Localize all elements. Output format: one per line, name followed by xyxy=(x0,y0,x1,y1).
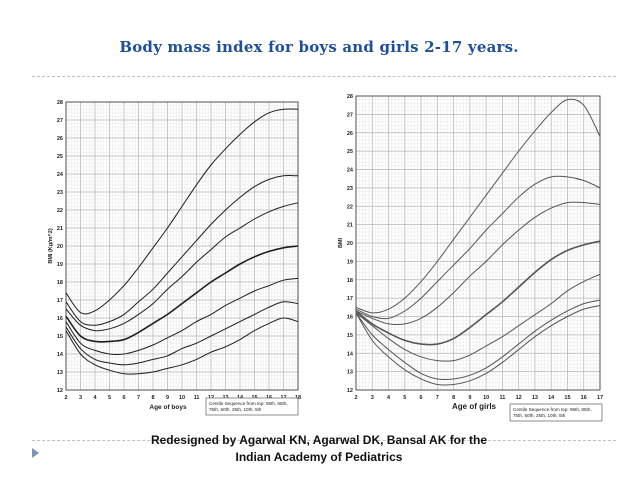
centile-legend-text-2: 75th, 50th, 25th, 10th, 5th xyxy=(513,413,566,418)
y-tick-label: 18 xyxy=(347,278,353,284)
y-axis-label: BMI xyxy=(338,237,344,248)
y-tick-label: 14 xyxy=(347,351,354,357)
centile-legend-box xyxy=(205,397,299,416)
y-tick-label: 13 xyxy=(57,370,63,376)
y-axis-label: BMI (Kg/m^2) xyxy=(48,228,54,263)
x-tick-label: 16 xyxy=(581,395,587,401)
centile-line-1 xyxy=(355,98,601,314)
y-tick-label: 15 xyxy=(57,334,63,340)
credit-line-1: Redesigned by Agarwal KN, Agarwal DK, Ba… xyxy=(150,433,488,447)
x-tick-label: 15 xyxy=(564,395,570,401)
centile-line-5 xyxy=(65,277,299,355)
centile-line-4 xyxy=(355,240,601,346)
y-tick-label: 23 xyxy=(57,190,63,196)
y-tick-label: 19 xyxy=(57,262,63,268)
y-tick-label: 16 xyxy=(347,315,353,321)
y-tick-label: 13 xyxy=(347,370,353,376)
bullet-triangle-icon xyxy=(32,448,39,458)
y-tick-label: 24 xyxy=(57,172,64,178)
y-tick-label: 12 xyxy=(347,388,353,394)
x-tick-label: 7 xyxy=(137,395,140,401)
slide-title: Body mass index for boys and girls 2-17 … xyxy=(119,38,519,56)
y-tick-label: 21 xyxy=(57,226,63,232)
y-tick-label: 23 xyxy=(347,186,353,192)
centile-line-7 xyxy=(65,317,299,375)
centile-curves xyxy=(65,108,299,375)
x-tick-label: 13 xyxy=(532,395,538,401)
centile-line-1 xyxy=(65,108,299,315)
y-tick-label: 16 xyxy=(57,316,63,322)
centile-line-2 xyxy=(65,175,299,326)
centile-line-6 xyxy=(65,301,299,366)
x-tick-label: 4 xyxy=(387,395,391,401)
y-tick-label: 25 xyxy=(347,149,353,155)
plot-frame xyxy=(355,95,601,391)
y-tick-label: 26 xyxy=(57,136,63,142)
centile-legend-text-1: Centile Sequence from top: 95th, 85th, xyxy=(513,407,592,412)
x-tick-label: 17 xyxy=(597,395,603,401)
x-tick-label: 5 xyxy=(403,395,406,401)
x-tick-label: 6 xyxy=(420,395,423,401)
y-tick-label: 22 xyxy=(347,204,353,210)
x-tick-label: 10 xyxy=(179,395,185,401)
x-tick-label: 5 xyxy=(108,395,111,401)
centile-line-7 xyxy=(355,304,601,386)
x-tick-label: 2 xyxy=(354,395,357,401)
x-tick-label: 9 xyxy=(166,395,169,401)
centile-legend-box xyxy=(509,403,603,422)
centile-line-3 xyxy=(65,202,299,332)
y-tick-label: 14 xyxy=(57,352,64,358)
x-tick-label: 11 xyxy=(499,395,505,401)
chart-boys-bmi: 2345678910111213141516171812131415161718… xyxy=(38,96,308,424)
x-tick-label: 4 xyxy=(93,395,97,401)
x-tick-label: 14 xyxy=(548,395,555,401)
x-axis-label: Age of boys xyxy=(149,404,187,411)
x-tick-label: 8 xyxy=(151,395,154,401)
x-axis-label: Age of girls xyxy=(452,402,497,411)
title-divider xyxy=(32,76,616,77)
y-tick-label: 25 xyxy=(57,154,63,160)
y-tick-label: 20 xyxy=(57,244,63,250)
y-tick-label: 17 xyxy=(347,296,353,302)
centile-curves xyxy=(355,98,601,386)
credit-line-2: Indian Academy of Pediatrics xyxy=(235,450,403,464)
y-tick-label: 18 xyxy=(57,280,63,286)
x-tick-label: 8 xyxy=(452,395,455,401)
centile-legend-text-2: 75th, 50th, 25th, 10th, 5th xyxy=(209,407,262,412)
y-tick-label: 21 xyxy=(347,223,353,229)
x-tick-label: 9 xyxy=(468,395,471,401)
x-tick-label: 6 xyxy=(122,395,125,401)
y-tick-label: 22 xyxy=(57,208,63,214)
x-tick-label: 7 xyxy=(436,395,439,401)
y-tick-label: 20 xyxy=(347,241,353,247)
x-tick-label: 2 xyxy=(64,395,67,401)
centile-line-4 xyxy=(65,245,299,343)
y-tick-label: 26 xyxy=(347,131,353,137)
x-tick-label: 3 xyxy=(79,395,82,401)
y-tick-label: 27 xyxy=(347,112,353,118)
centile-legend-text-1: Centile Sequence from top: 95th, 85th, xyxy=(209,401,288,406)
x-tick-label: 10 xyxy=(483,395,489,401)
y-tick-label: 12 xyxy=(57,388,63,394)
centile-line-6 xyxy=(355,299,601,381)
y-tick-label: 27 xyxy=(57,118,63,124)
y-tick-label: 28 xyxy=(347,94,353,100)
y-tick-label: 17 xyxy=(57,298,63,304)
x-tick-label: 3 xyxy=(371,395,374,401)
centile-line-5 xyxy=(355,273,601,362)
centile-line-3 xyxy=(355,201,601,326)
y-tick-label: 24 xyxy=(347,168,354,174)
x-tick-label: 12 xyxy=(516,395,522,401)
y-tick-label: 15 xyxy=(347,333,353,339)
credit-text: Redesigned by Agarwal KN, Agarwal DK, Ba… xyxy=(0,432,638,466)
chart-girls-bmi: 2 3 4 5 6 7 8 9 10 11 12 13 14 15 16 171213141516171819… xyxy=(338,88,608,428)
footer-divider xyxy=(32,440,616,441)
y-tick-label: 19 xyxy=(347,259,353,265)
centile-line-2 xyxy=(355,175,601,320)
y-tick-label: 28 xyxy=(57,100,63,106)
x-tick-label: 11 xyxy=(194,395,200,401)
